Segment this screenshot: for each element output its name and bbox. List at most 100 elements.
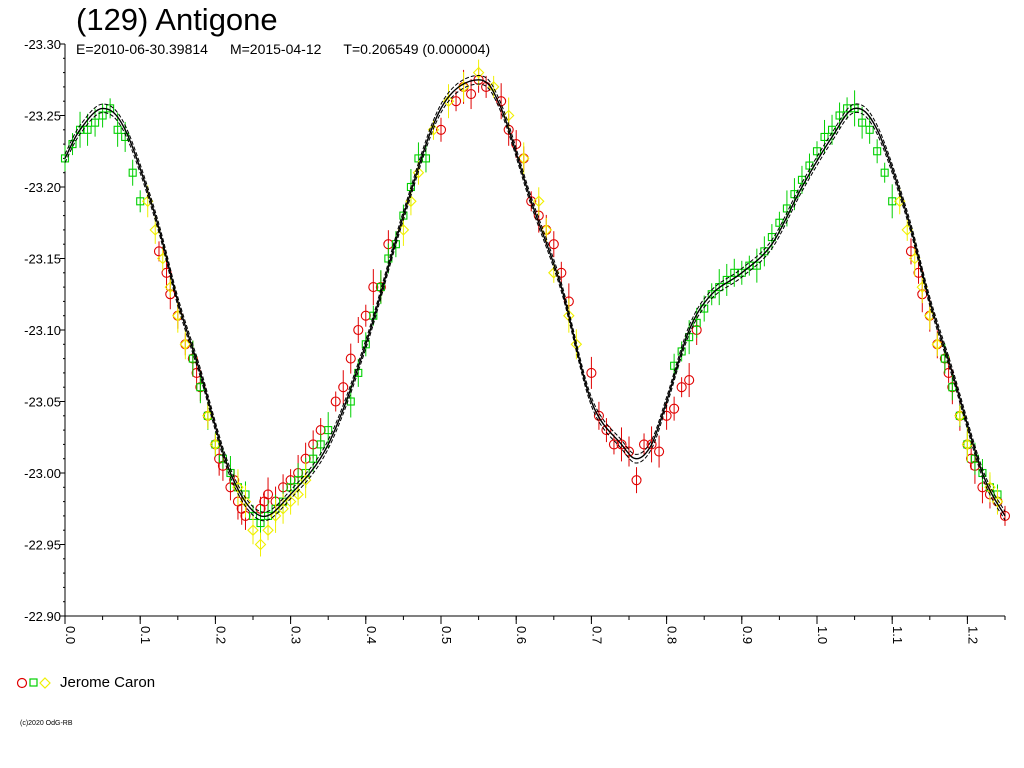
data-point-square (692, 318, 701, 327)
y-tick-label: -22.95 (24, 538, 61, 553)
data-point-circle (345, 353, 356, 364)
data-point-square (316, 440, 325, 449)
data-point-square (715, 283, 724, 292)
data-point-square (873, 147, 882, 156)
legend-markers-icon (16, 676, 51, 689)
data-point-circle (262, 489, 274, 500)
data-point-square (888, 197, 897, 206)
data-point-square (68, 140, 77, 149)
x-tick-label: 0.6 (514, 626, 529, 644)
data-point-circle (654, 446, 665, 457)
x-tick-label: 1.1 (890, 626, 905, 644)
data-points-layer (60, 59, 1011, 557)
x-tick-label: 0.0 (63, 626, 78, 644)
y-tick-label: -23.10 (24, 323, 61, 338)
data-point-circle (623, 446, 635, 457)
data-point-diamond (961, 438, 974, 451)
x-tick-label: 1.2 (965, 626, 980, 644)
data-point-circle (338, 382, 349, 393)
data-point-circle (601, 425, 612, 436)
x-tick-label: 0.8 (665, 626, 680, 644)
data-point-square (880, 168, 889, 177)
model-curve-upper (64, 83, 1006, 522)
data-point-circle (608, 439, 620, 450)
data-point-circle (548, 239, 559, 250)
y-tick-label: -23.20 (24, 180, 61, 195)
x-tick-label: 0.1 (138, 626, 153, 644)
y-tick-label: -23.25 (24, 109, 61, 124)
x-tick-label: 0.5 (439, 626, 454, 644)
data-point-diamond (931, 338, 944, 351)
data-point-square (128, 168, 137, 177)
x-tick-label: 0.3 (289, 626, 304, 644)
period-text: T=0.206549 (0.000004) (343, 41, 491, 57)
data-point-square (737, 268, 746, 277)
data-point-circle (496, 96, 507, 107)
x-tick-label: 0.9 (740, 626, 755, 644)
chart-subtitle: E=2010-06-30.39814 M=2015-04-12 T=0.206549… (76, 41, 512, 57)
y-tick-label: -23.30 (24, 37, 61, 52)
data-point-square (83, 125, 92, 134)
data-point-diamond (517, 152, 530, 165)
data-point-square (98, 111, 107, 120)
y-tick-label: -23.15 (24, 252, 61, 267)
data-point-circle (450, 96, 462, 107)
data-point-circle (616, 439, 627, 450)
x-tick-label: 1.0 (815, 626, 830, 644)
data-point-diamond (548, 267, 560, 279)
data-point-square (136, 197, 145, 206)
data-point-diamond (532, 195, 545, 208)
model-curve (64, 79, 1006, 518)
x-tick-label: 0.4 (364, 626, 379, 644)
data-point-diamond (262, 524, 274, 536)
x-tick-label: 0.7 (589, 626, 604, 644)
data-point-circle (593, 410, 604, 421)
data-point-square (752, 261, 761, 270)
data-point-square (812, 147, 822, 156)
data-point-square (113, 125, 122, 134)
data-point-diamond (984, 481, 996, 494)
data-point-circle (330, 396, 341, 407)
data-point-diamond (472, 66, 485, 79)
data-point-diamond (991, 495, 1004, 508)
data-point-circle (646, 439, 657, 450)
legend-label: Jerome Caron (60, 674, 156, 691)
data-point-circle (586, 367, 597, 378)
data-point-diamond (412, 166, 425, 179)
x-tick-label: 0.2 (213, 626, 228, 644)
data-point-circle (631, 475, 642, 486)
model-curve-layer (64, 74, 1006, 522)
data-point-circle (153, 246, 165, 257)
data-point-circle (466, 89, 477, 100)
date-text: M=2015-04-12 (229, 41, 322, 57)
legend: Jerome Caron (16, 674, 155, 691)
data-point-circle (684, 374, 695, 386)
data-point-circle (435, 124, 447, 135)
y-tick-label: -23.05 (24, 395, 61, 410)
y-tick-label: -23.00 (24, 466, 61, 481)
axes: -23.30 -23.25 -23.20 -23.15 -23.10 -23.05 -23.… (24, 37, 1006, 644)
data-point-diamond (442, 95, 455, 107)
data-point-square (256, 518, 265, 528)
data-point-square (775, 218, 784, 227)
copyright-text: (c)2020 OdG-RB (20, 720, 73, 727)
data-point-circle (669, 403, 680, 414)
data-point-square (820, 132, 829, 141)
data-point-diamond (254, 538, 267, 551)
data-point-square (760, 247, 769, 256)
data-point-square (865, 125, 874, 134)
data-point-circle (676, 382, 687, 393)
data-point-square (324, 426, 333, 435)
data-point-diamond (284, 495, 297, 508)
lightcurve-plot: -23.30 -23.25 -23.20 -23.15 -23.10 -23.05 -23.… (24, 37, 1011, 644)
data-point-square (421, 154, 431, 163)
data-point-diamond (269, 510, 282, 522)
epoch-text: E=2010-06-30.39814 (76, 41, 208, 57)
data-point-circle (353, 324, 364, 336)
data-point-diamond (209, 438, 222, 451)
model-curve-lower (64, 74, 1006, 513)
data-point-square (948, 383, 957, 392)
data-point-square (91, 118, 100, 127)
data-point-diamond (893, 195, 906, 208)
data-point-square (309, 454, 318, 463)
